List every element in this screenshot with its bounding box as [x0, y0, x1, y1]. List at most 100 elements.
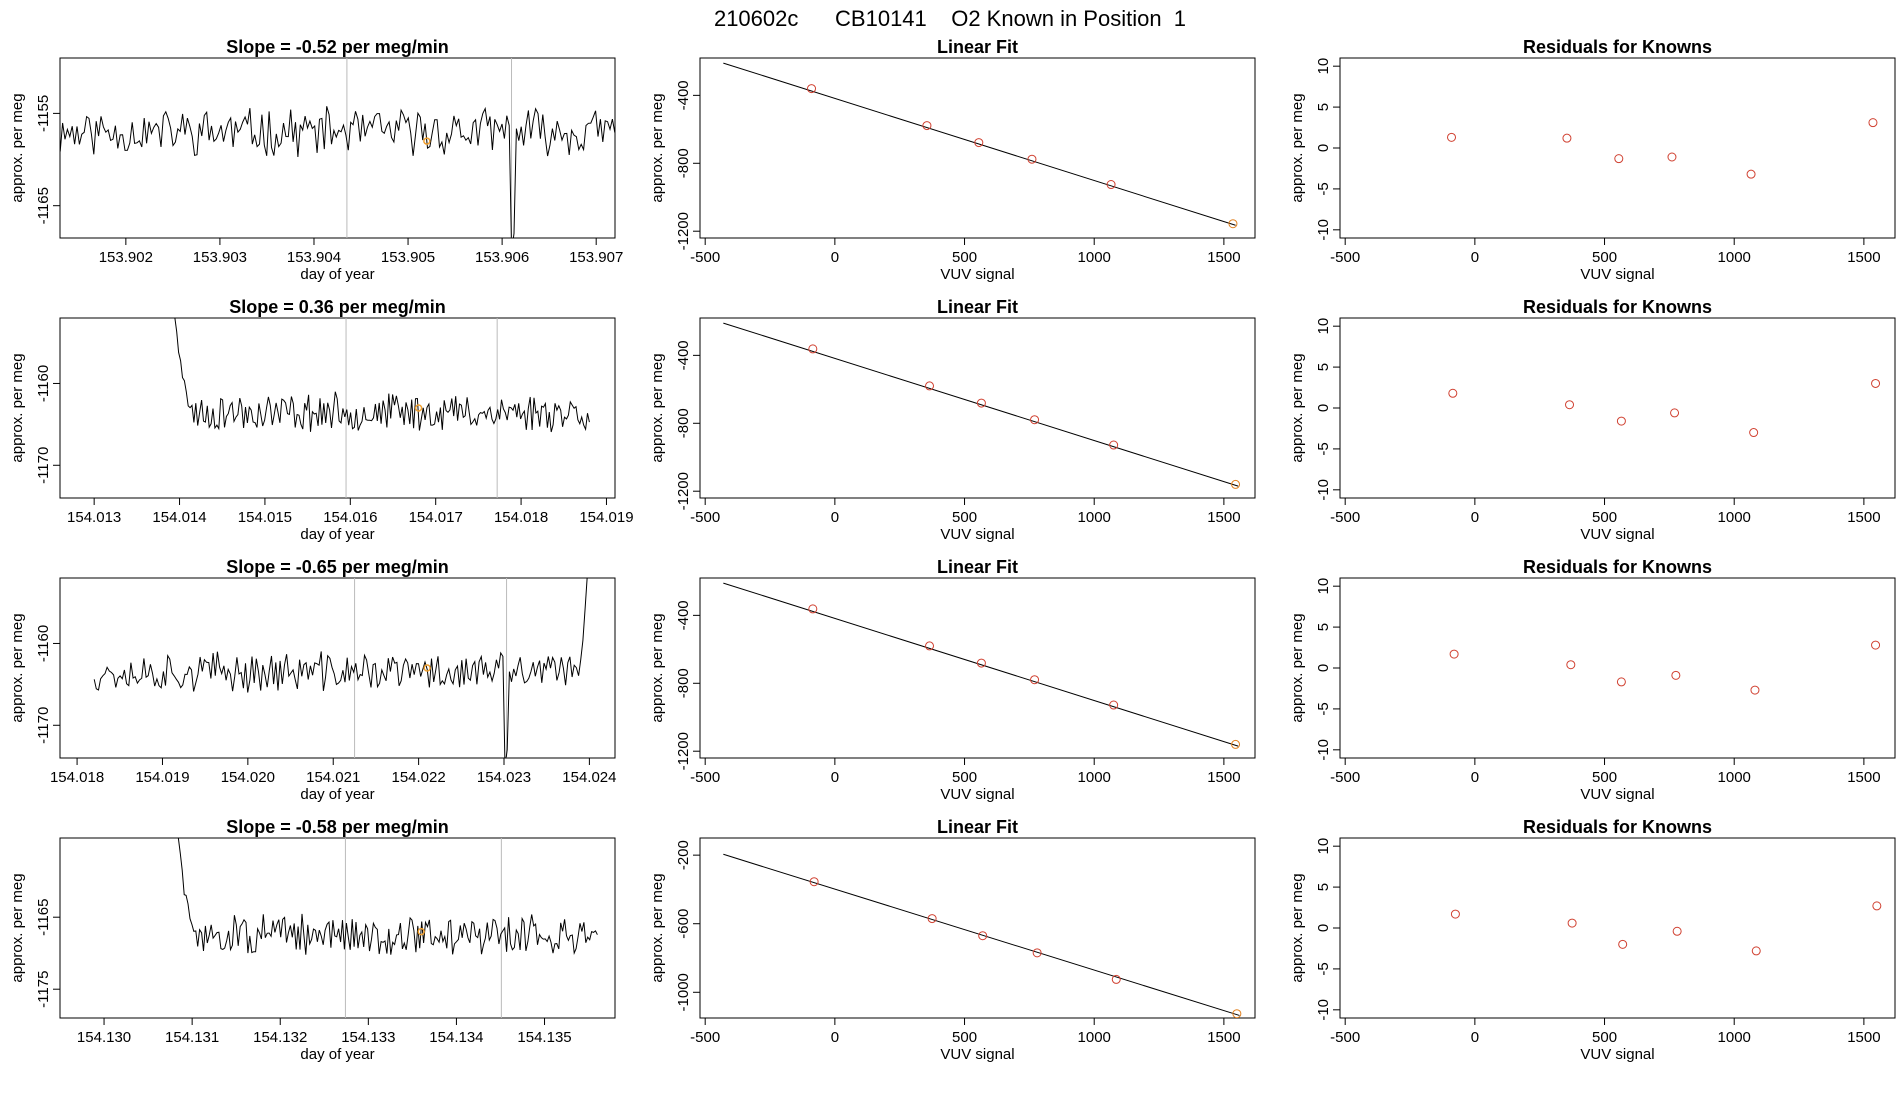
x-axis: -500 0 500 1000 1500	[1330, 237, 1881, 266]
plot-area	[723, 582, 1241, 749]
x-axis: 154.013 154.014 154.015 154.016 154.017 154.0…	[67, 497, 634, 526]
fit-point	[809, 877, 819, 887]
x-tick-label: 1000	[1718, 769, 1751, 786]
panel-4-2: Linear Fit -500 0 500 1000 1500 VUV signal -100…	[649, 817, 1256, 1063]
y-tick-label: 5	[1315, 103, 1332, 111]
x-axis: -500 0 500 1000 1500	[690, 237, 1241, 266]
fit-point	[925, 641, 935, 651]
x-tick-label: 1500	[1847, 509, 1880, 526]
x-tick-label: 0	[1471, 249, 1479, 266]
mean-marker	[414, 404, 423, 412]
x-tick-label: 500	[952, 509, 977, 526]
x-tick-label: -500	[1330, 1029, 1360, 1046]
fit-point	[808, 344, 818, 354]
fit-line	[723, 582, 1239, 747]
x-tick-label: 500	[952, 249, 977, 266]
fit-line	[723, 322, 1239, 487]
y-tick-label: -5	[1315, 962, 1332, 975]
x-axis-title: VUV signal	[940, 786, 1014, 803]
x-tick-label: 1000	[1078, 249, 1111, 266]
y-tick-label: 5	[1315, 883, 1332, 891]
residual-point	[1670, 408, 1680, 418]
residual-point	[1447, 132, 1457, 142]
x-axis-title: VUV signal	[1580, 1046, 1654, 1063]
signal-trace	[174, 318, 590, 433]
y-tick-label: -1155	[35, 95, 52, 132]
y-tick-label: -1200	[675, 732, 692, 770]
y-tick-label: 0	[1315, 664, 1332, 672]
residual-point	[1616, 416, 1626, 426]
panel-title: Linear Fit	[937, 37, 1018, 57]
figure-title: 210602c CB10141 O2 Known in Position 1	[714, 6, 1186, 31]
panel-title: Slope = 0.36 per meg/min	[229, 297, 446, 317]
x-tick-label: 154.131	[165, 1029, 219, 1046]
panel-title: Linear Fit	[937, 557, 1018, 577]
x-tick-label: 1500	[1207, 249, 1240, 266]
fit-point	[922, 121, 932, 131]
plot-frame	[699, 57, 1256, 239]
y-axis: -1170 -1160	[35, 625, 61, 744]
mean-marker	[423, 664, 431, 672]
x-tick-label: 153.902	[99, 249, 153, 266]
x-tick-label: 153.904	[287, 249, 341, 266]
panel-2-1: Slope = 0.36 per meg/min 154.013 154.014 15…	[9, 297, 634, 543]
plot-area	[177, 838, 598, 1018]
y-axis: -1200 -800 -400	[675, 80, 701, 250]
fit-point	[978, 931, 988, 941]
x-axis: -500 0 500 1000 1500	[1330, 497, 1881, 526]
fit-point	[1106, 180, 1116, 190]
y-tick-label: 10	[1315, 838, 1332, 855]
x-tick-label: 0	[831, 1029, 839, 1046]
y-tick-label: -5	[1315, 702, 1332, 715]
x-tick-label: 1000	[1718, 509, 1751, 526]
panel-4-3: Residuals for Knowns -500 0 500 1000 1500 VUV …	[1289, 817, 1896, 1063]
y-tick-label: -600	[675, 909, 692, 939]
residual-point	[1562, 133, 1572, 143]
y-tick-label: -1200	[675, 472, 692, 510]
x-axis-title: VUV signal	[1580, 786, 1654, 803]
plot-frame	[699, 317, 1256, 499]
residual-point	[1746, 169, 1756, 179]
y-tick-label: 0	[1315, 404, 1332, 412]
plot-frame	[1339, 837, 1896, 1019]
x-axis: 154.130 154.131 154.132 154.133 154.134 154.1…	[77, 1017, 572, 1046]
x-tick-label: 0	[831, 249, 839, 266]
fit-point	[1231, 739, 1241, 749]
x-tick-label: 1000	[1718, 249, 1751, 266]
y-tick-label: 5	[1315, 363, 1332, 371]
y-axis: -10 -5 0 5 10	[1315, 58, 1341, 241]
y-tick-label: -1165	[35, 899, 52, 936]
y-tick-label: -400	[675, 340, 692, 370]
y-tick-label: -10	[1315, 479, 1332, 501]
x-tick-label: 153.906	[475, 249, 529, 266]
x-tick-label: 0	[1471, 769, 1479, 786]
fit-point	[1228, 219, 1238, 229]
panel-2-3: Residuals for Knowns -500 0 500 1000 1500 VUV …	[1289, 297, 1896, 543]
residual-point	[1614, 154, 1624, 164]
residual-point	[1751, 946, 1761, 956]
y-axis-title: approx. per meg	[9, 873, 26, 982]
y-axis: -1200 -800 -400	[675, 600, 701, 770]
plot-area	[93, 578, 588, 758]
fit-point	[974, 138, 984, 148]
x-tick-label: 154.018	[494, 509, 548, 526]
y-tick-label: -1165	[35, 187, 52, 224]
x-tick-label: 154.135	[517, 1029, 571, 1046]
y-tick-label: 10	[1315, 318, 1332, 335]
panel-title: Linear Fit	[937, 817, 1018, 837]
x-tick-label: 154.132	[253, 1029, 307, 1046]
y-tick-label: -400	[675, 80, 692, 110]
y-tick-label: -5	[1315, 182, 1332, 195]
y-axis-title: approx. per meg	[9, 353, 26, 462]
fit-point	[1232, 1009, 1242, 1018]
x-tick-label: 154.018	[50, 769, 104, 786]
x-tick-label: 154.017	[409, 509, 463, 526]
residual-point	[1567, 918, 1577, 928]
y-axis-title: approx. per meg	[649, 353, 666, 462]
signal-trace	[177, 838, 598, 955]
x-tick-label: 154.024	[562, 769, 616, 786]
